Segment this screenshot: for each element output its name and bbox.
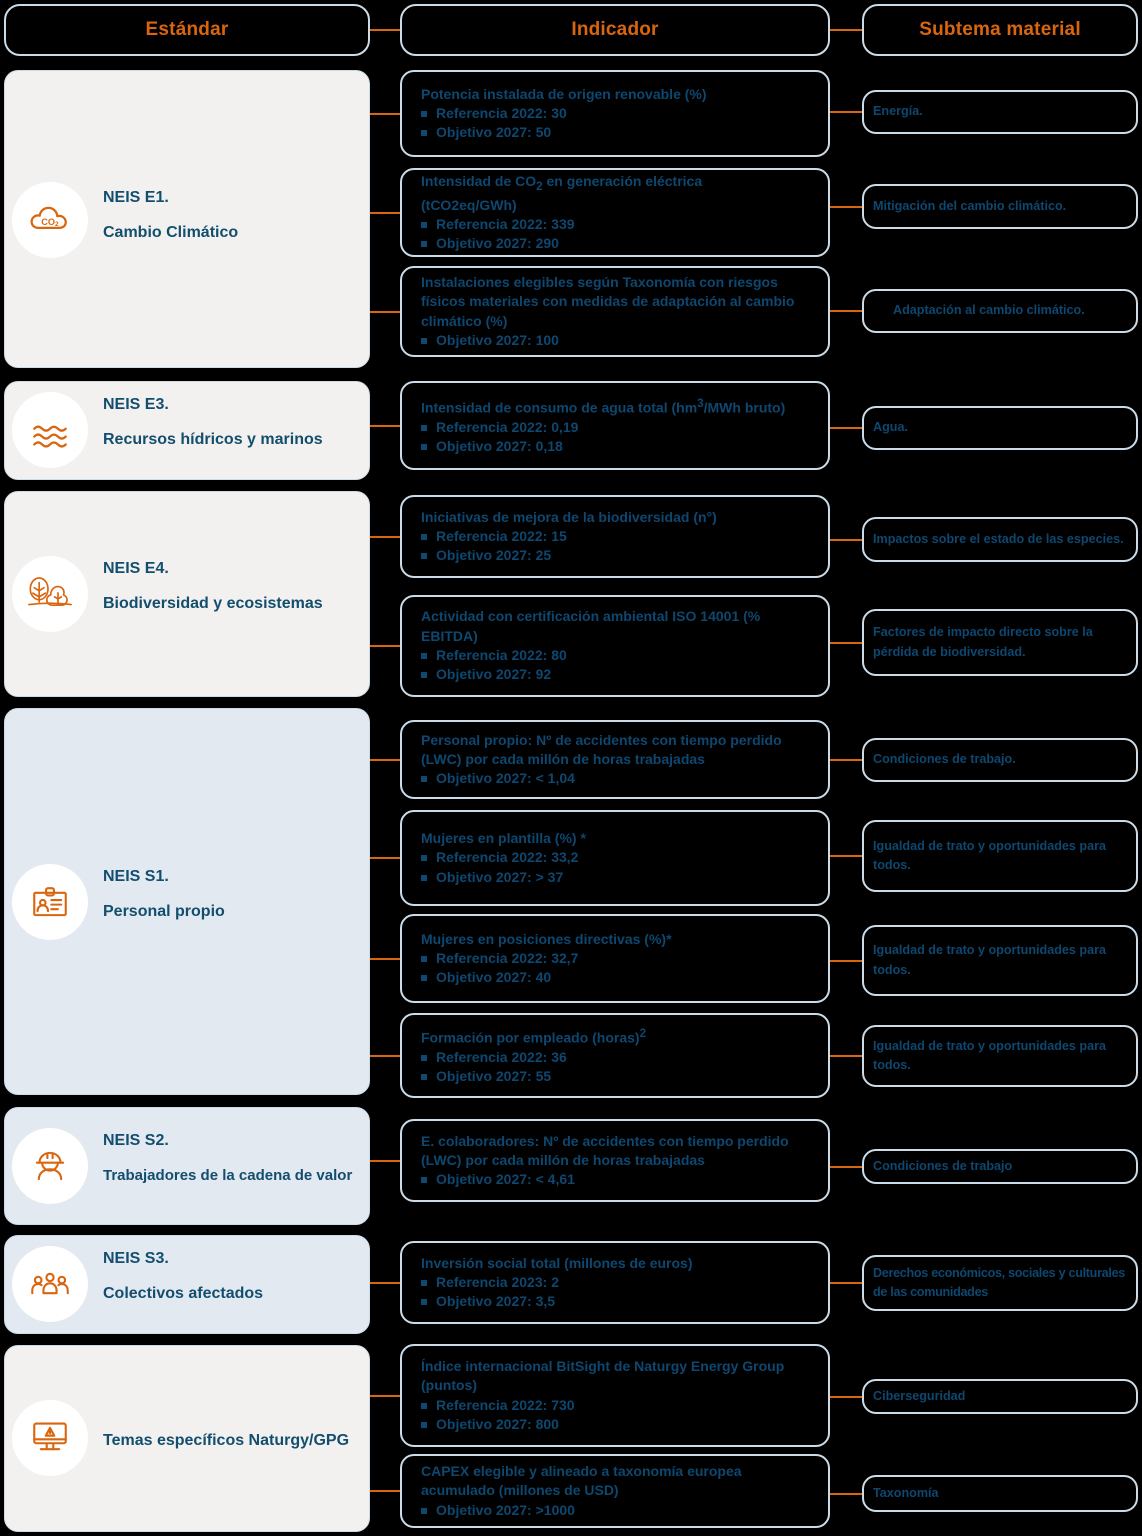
svg-text:CO2: CO2 (41, 217, 59, 228)
